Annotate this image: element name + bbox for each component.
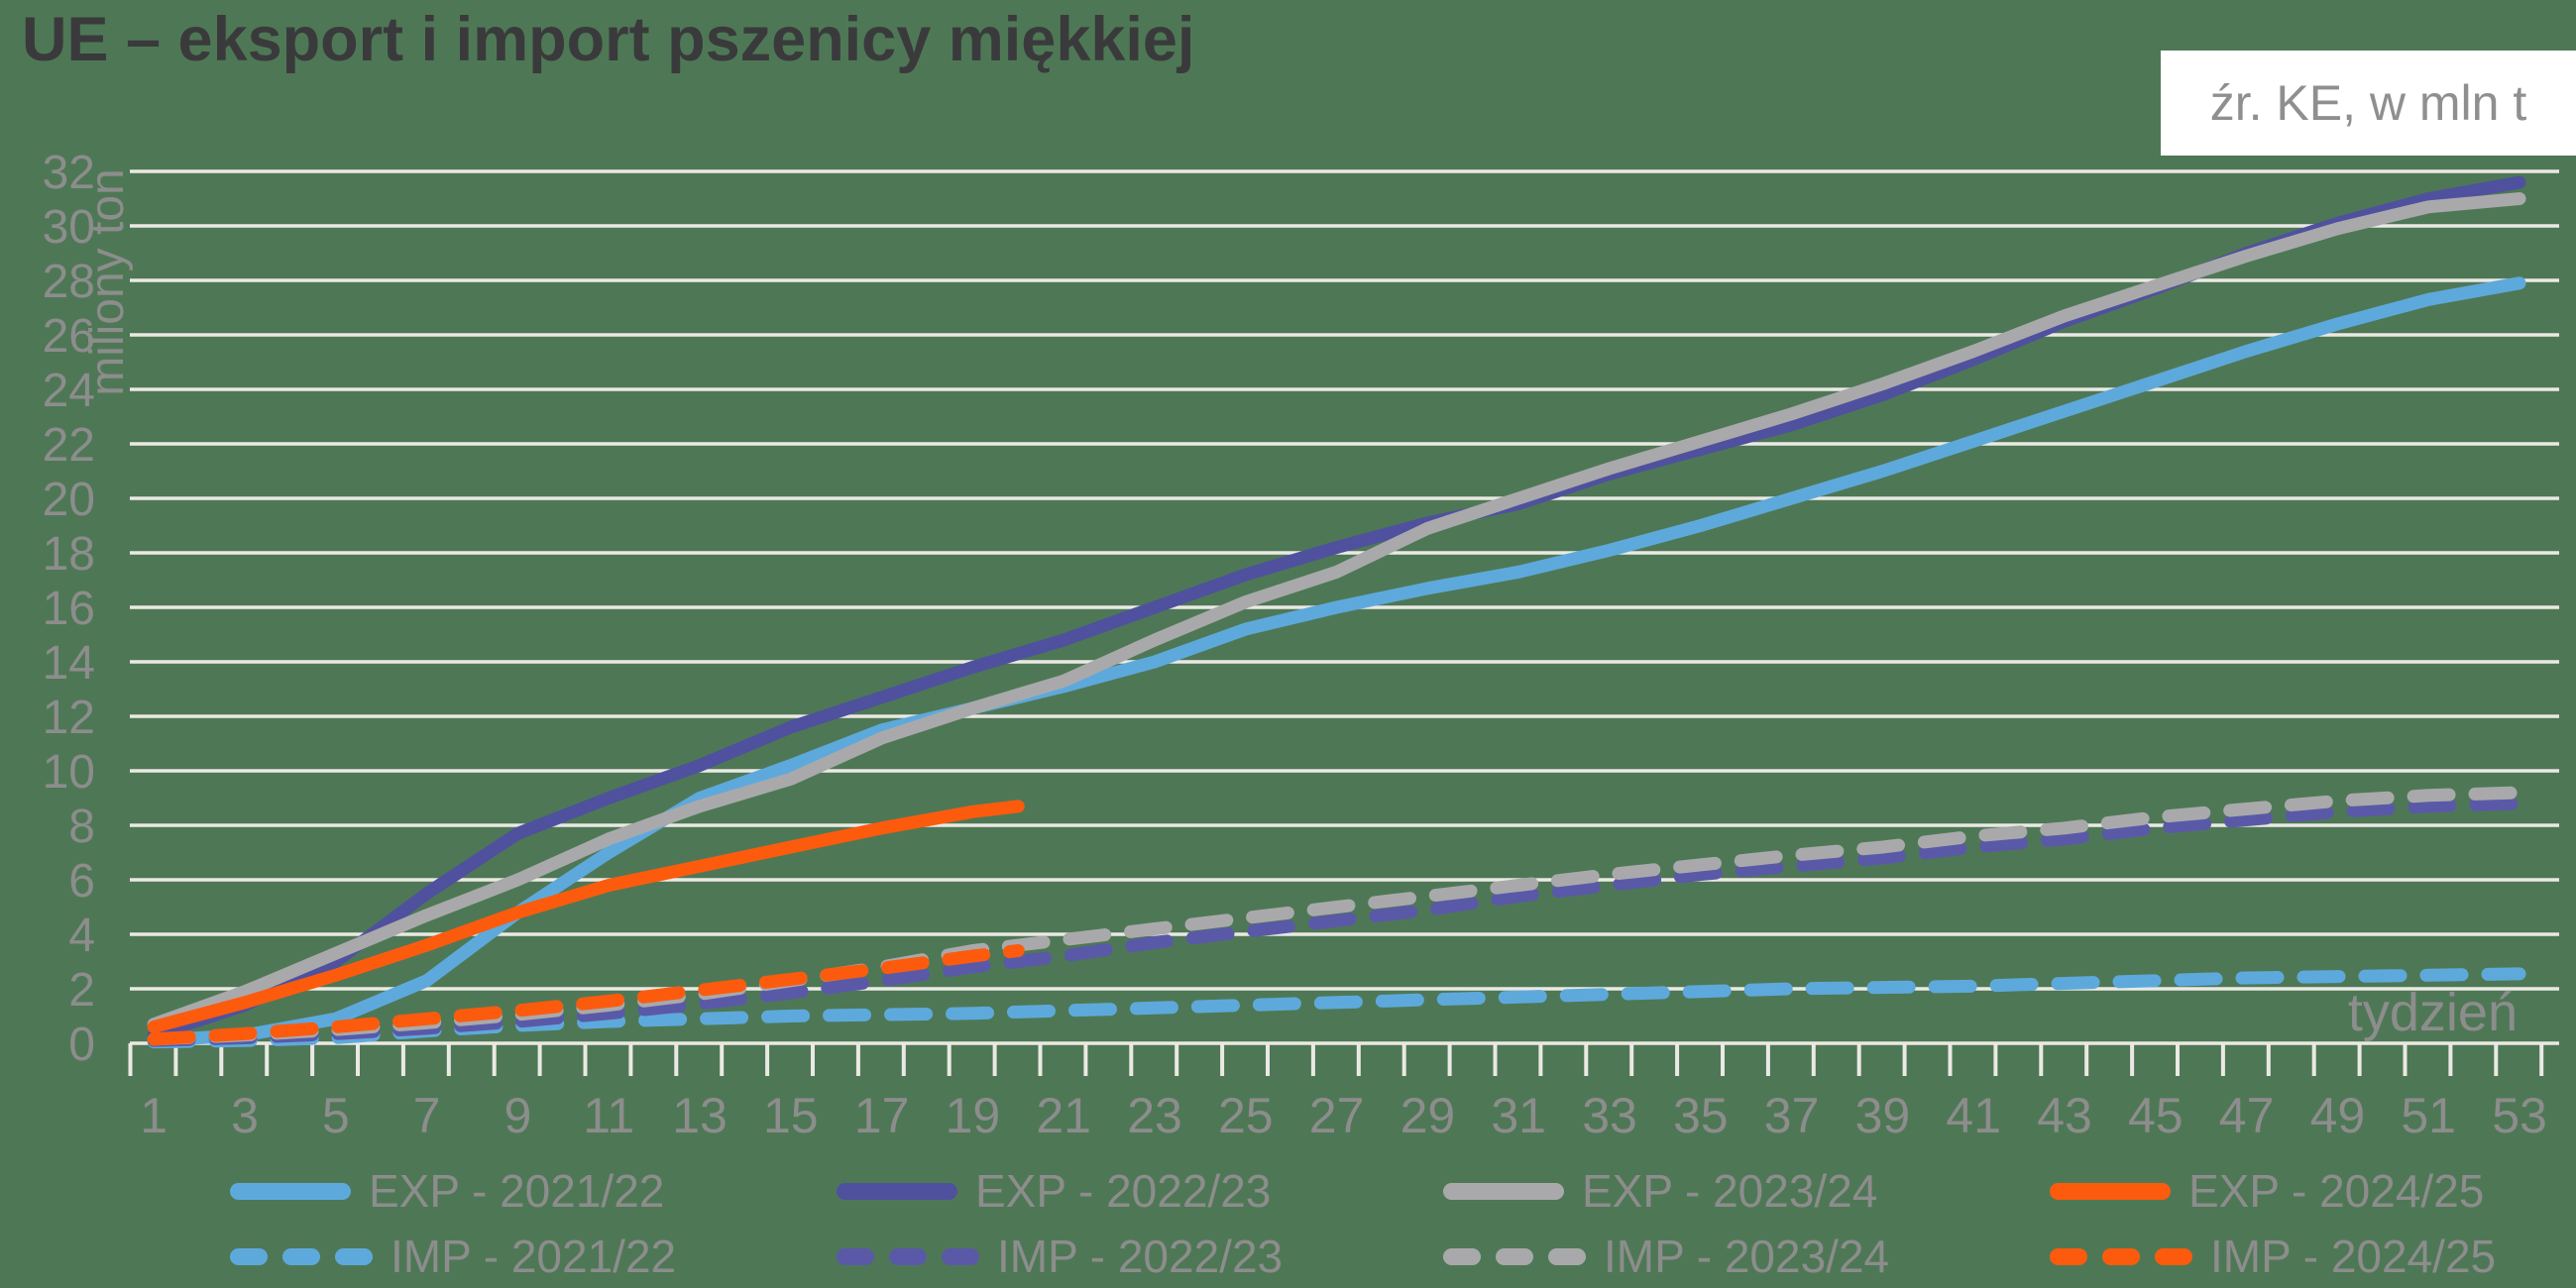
legend-swatch-imp-2024-25 <box>2050 1247 2192 1265</box>
legend-item-imp-2022-23: IMP - 2022/23 <box>837 1231 1443 1282</box>
series-line-imp---2022-23 <box>147 797 2526 1047</box>
legend-swatch-exp-2024-25 <box>2050 1182 2171 1200</box>
legend-label: EXP - 2023/24 <box>1582 1165 1878 1217</box>
legend-swatch-bar <box>837 1247 874 1265</box>
legend-swatch-bar <box>2155 1247 2192 1265</box>
y-tick-label-4: 4 <box>68 910 95 962</box>
x-tick-label-11: 11 <box>583 1088 634 1143</box>
x-tick-label-1: 1 <box>140 1088 168 1143</box>
x-tick-label-17: 17 <box>854 1088 910 1143</box>
series-line-exp---2023-24 <box>147 192 2526 1031</box>
y-tick-label-16: 16 <box>43 583 95 635</box>
x-tick-label-53: 53 <box>2492 1088 2547 1143</box>
legend-swatch-bar <box>1496 1247 1533 1265</box>
source-note: źr. KE, w mln t <box>2209 75 2527 131</box>
legend-swatch-exp-2023-24 <box>1443 1182 1564 1200</box>
y-tick-label-6: 6 <box>68 855 95 908</box>
legend-swatch-bar <box>2050 1182 2171 1200</box>
x-tick-label-5: 5 <box>322 1088 350 1143</box>
legend-label: IMP - 2021/22 <box>391 1231 677 1282</box>
legend-swatch-exp-2022-23 <box>837 1182 957 1200</box>
y-tick-label-22: 22 <box>43 419 95 472</box>
y-tick-label-24: 24 <box>43 365 95 417</box>
legend-swatch-imp-2021-22 <box>230 1247 373 1265</box>
legend-item-imp-2023-24: IMP - 2023/24 <box>1443 1231 2050 1282</box>
legend-swatch-bar <box>1443 1247 1481 1265</box>
legend-label: EXP - 2024/25 <box>2188 1165 2485 1217</box>
legend-item-imp-2021-22: IMP - 2021/22 <box>230 1231 837 1282</box>
x-tick-label-25: 25 <box>1218 1088 1274 1143</box>
x-tick-label-9: 9 <box>504 1088 531 1143</box>
y-axis-title: miliony ton <box>81 168 134 395</box>
x-tick-label-43: 43 <box>2037 1088 2092 1143</box>
x-tick-label-23: 23 <box>1127 1088 1182 1143</box>
legend-swatch-bar <box>1443 1182 1564 1200</box>
legend-item-exp-2024-25: EXP - 2024/25 <box>2050 1165 2576 1217</box>
x-tick-label-7: 7 <box>413 1088 441 1143</box>
x-tick-label-35: 35 <box>1673 1088 1729 1143</box>
legend-swatch-bar <box>2102 1247 2140 1265</box>
legend-item-imp-2024-25: IMP - 2024/25 <box>2050 1231 2576 1282</box>
legend-swatch-bar <box>2050 1247 2087 1265</box>
x-tick-label-27: 27 <box>1309 1088 1365 1143</box>
legend-swatch-bar <box>335 1247 373 1265</box>
x-tick-label-31: 31 <box>1491 1088 1546 1143</box>
x-tick-label-41: 41 <box>1946 1088 2001 1143</box>
y-tick-label-26: 26 <box>43 310 95 363</box>
x-tick-label-13: 13 <box>672 1088 728 1143</box>
y-tick-label-14: 14 <box>43 637 95 690</box>
legend-swatch-exp-2021-22 <box>230 1182 351 1200</box>
legend-label: IMP - 2022/23 <box>997 1231 1284 1282</box>
legend-swatch-bar <box>942 1247 979 1265</box>
y-tick-label-12: 12 <box>43 692 95 744</box>
y-tick-label-32: 32 <box>43 147 95 199</box>
legend-swatch-bar <box>1548 1247 1586 1265</box>
y-tick-label-20: 20 <box>43 474 95 526</box>
x-tick-label-3: 3 <box>231 1088 259 1143</box>
series-line-exp---2024-25 <box>147 800 1025 1033</box>
x-tick-label-51: 51 <box>2401 1088 2456 1143</box>
series-line-imp---2024-25 <box>147 944 1025 1046</box>
legend-swatch-bar <box>282 1247 320 1265</box>
y-tick-label-10: 10 <box>43 746 95 799</box>
y-tick-label-8: 8 <box>68 801 95 853</box>
x-axis-title: tydzień <box>2348 983 2518 1042</box>
series-line-imp---2021-22 <box>147 967 2526 1049</box>
y-tick-label-0: 0 <box>68 1019 95 1071</box>
legend-swatch-bar <box>889 1247 927 1265</box>
x-tick-label-45: 45 <box>2128 1088 2184 1143</box>
x-tick-label-47: 47 <box>2219 1088 2275 1143</box>
x-tick-label-21: 21 <box>1036 1088 1091 1143</box>
x-tick-label-29: 29 <box>1400 1088 1456 1143</box>
x-tick-label-33: 33 <box>1582 1088 1637 1143</box>
x-tick-label-49: 49 <box>2310 1088 2366 1143</box>
legend-label: IMP - 2024/25 <box>2210 1231 2497 1282</box>
y-tick-label-30: 30 <box>43 201 95 254</box>
y-tick-label-28: 28 <box>43 256 95 308</box>
page-title: UE – eksport i import pszenicy miękkiej <box>22 5 1195 74</box>
legend-item-exp-2023-24: EXP - 2023/24 <box>1443 1165 2050 1217</box>
source-note-box: źr. KE, w mln t <box>2161 51 2576 156</box>
legend-swatch-imp-2023-24 <box>1443 1247 1586 1265</box>
legend-label: EXP - 2022/23 <box>975 1165 1272 1217</box>
y-tick-label-18: 18 <box>43 528 95 581</box>
legend: EXP - 2021/22 EXP - 2022/23 EXP - 2023/2… <box>230 1165 2576 1282</box>
legend-item-exp-2021-22: EXP - 2021/22 <box>230 1165 837 1217</box>
legend-swatch-bar <box>837 1182 957 1200</box>
x-tick-label-19: 19 <box>946 1088 1001 1143</box>
y-tick-label-2: 2 <box>68 964 95 1017</box>
legend-item-exp-2022-23: EXP - 2022/23 <box>837 1165 1443 1217</box>
legend-label: IMP - 2023/24 <box>1604 1231 1890 1282</box>
legend-swatch-imp-2022-23 <box>837 1247 979 1265</box>
series-line-exp---2021-22 <box>147 276 2526 1047</box>
x-tick-label-15: 15 <box>763 1088 819 1143</box>
legend-swatch-bar <box>230 1182 351 1200</box>
legend-label: EXP - 2021/22 <box>369 1165 665 1217</box>
legend-swatch-bar <box>230 1247 268 1265</box>
x-tick-label-39: 39 <box>1855 1088 1911 1143</box>
x-tick-label-37: 37 <box>1764 1088 1820 1143</box>
